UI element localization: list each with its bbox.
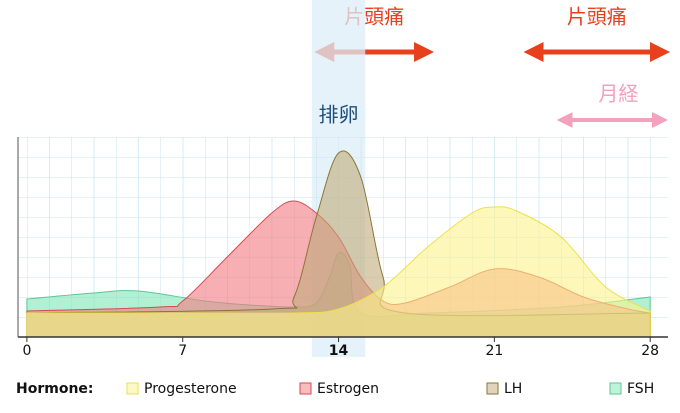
area — [26, 206, 651, 338]
x-tick-label: 14 — [329, 343, 349, 359]
legend-swatch — [609, 382, 622, 395]
legend-swatch — [486, 382, 499, 395]
legend-swatch — [299, 382, 312, 395]
annotation: 月経 — [598, 82, 638, 106]
legend-label: Estrogen — [317, 381, 379, 397]
legend-swatch — [126, 382, 139, 395]
x-tick-label: 7 — [178, 343, 187, 359]
annotation: 片頭痛 — [567, 5, 627, 29]
annotation: 排卵 — [319, 103, 359, 127]
x-tick-label: 0 — [22, 343, 31, 359]
legend-label: LH — [504, 381, 522, 397]
legend-title: Hormone: — [16, 381, 94, 397]
legend-label: Progesterone — [144, 381, 237, 397]
legend-label: FSH — [627, 381, 654, 397]
x-tick-label: 21 — [485, 343, 503, 359]
x-tick-label: 28 — [641, 343, 659, 359]
